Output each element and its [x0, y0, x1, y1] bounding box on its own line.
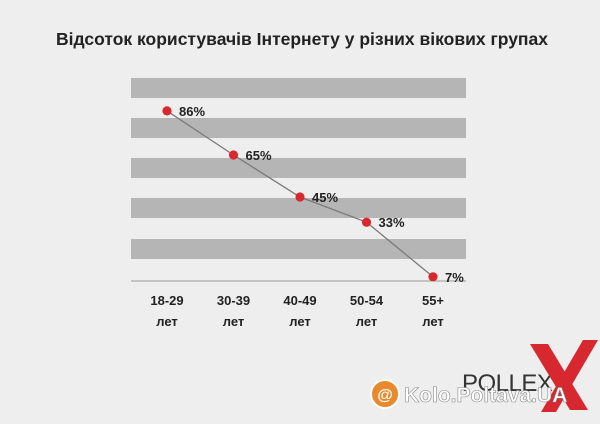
watermark-text: Kolo.Poltava.UA: [404, 384, 567, 407]
data-labels: 86% 65% 45% 33% 7%: [179, 104, 464, 285]
data-label: 7%: [445, 270, 464, 285]
watermark[interactable]: @ Kolo.Poltava.UA: [370, 379, 568, 409]
data-point: [361, 217, 372, 227]
x-tick-label: 55+ лет: [422, 293, 444, 329]
pollex-logo-text: POLLEX: [462, 370, 553, 397]
x-tick-label-line: 18-29: [150, 293, 183, 308]
chart-title: Відсоток користувачів Інтернету у різних…: [56, 29, 548, 49]
x-tick-label-line: лет: [356, 314, 378, 329]
x-tick-label: 40-49 лет: [283, 293, 316, 329]
logo-x-mark-icon: [541, 340, 598, 412]
at-sign-glyph: @: [377, 387, 393, 404]
at-sign-icon: [370, 379, 400, 409]
data-point: [162, 106, 172, 116]
x-tick-label: 18-29 лет: [150, 293, 183, 329]
data-point: [295, 192, 305, 202]
grid-band: [131, 239, 466, 259]
x-tick-label-line: 30-39: [217, 293, 250, 308]
data-label: 33%: [379, 215, 405, 230]
x-tick-label-line: лет: [289, 314, 311, 329]
branding: POLLEX @ Kolo.Poltava.UA: [370, 340, 598, 412]
x-tick-label: 50-54 лет: [350, 293, 384, 329]
grid-bands: [131, 78, 466, 282]
x-tick-label-line: лет: [156, 314, 178, 329]
x-tick-label-line: 55+: [422, 293, 444, 308]
x-tick-label: 30-39 лет: [217, 293, 250, 329]
grid-band: [131, 198, 466, 218]
x-tick-label-line: лет: [422, 314, 444, 329]
x-tick-label-line: 50-54: [350, 293, 384, 308]
grid-band: [131, 78, 466, 98]
data-point: [228, 150, 239, 160]
data-label: 45%: [312, 190, 338, 205]
x-tick-label-line: 40-49: [283, 293, 316, 308]
data-markers: [162, 106, 438, 282]
x-axis-tick-labels: 18-29 лет 30-39 лет 40-49 лет 50-54 лет 55+ лет: [150, 293, 444, 329]
x-tick-label-line: лет: [223, 314, 245, 329]
data-point: [428, 272, 438, 282]
data-label: 86%: [179, 104, 205, 119]
data-label: 65%: [246, 148, 272, 163]
pollex-logo: POLLEX: [462, 340, 598, 412]
grid-band: [131, 118, 466, 138]
logo-x-mark-icon: [530, 344, 588, 410]
grid-band: [131, 158, 466, 178]
